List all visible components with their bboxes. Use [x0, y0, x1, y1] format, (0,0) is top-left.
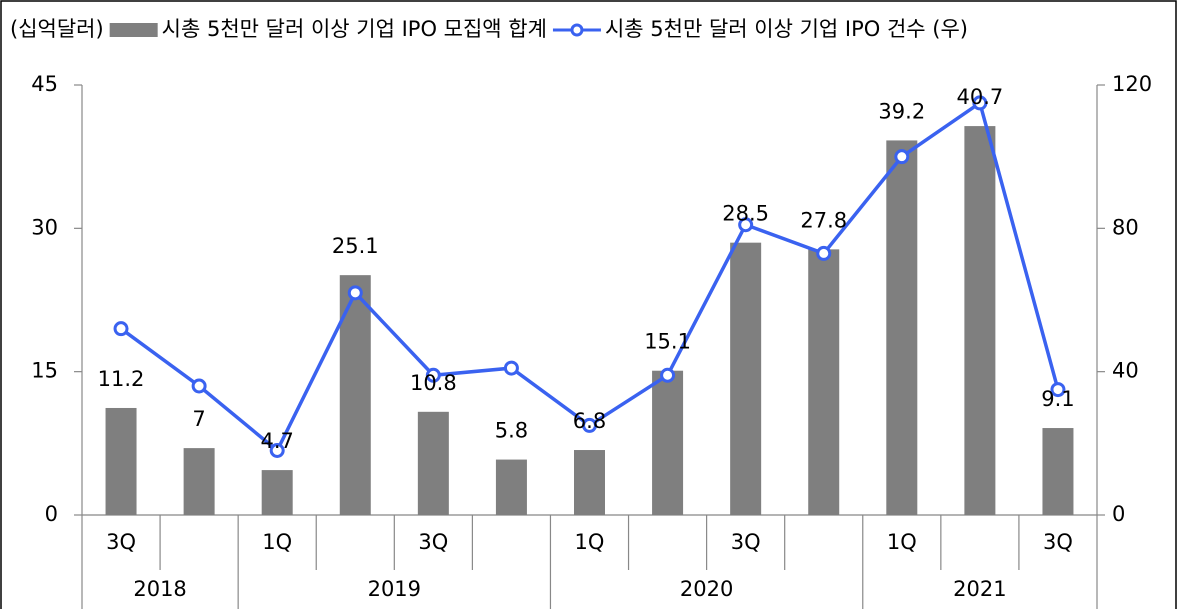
data-label: 6.8: [573, 409, 606, 433]
y2-tick-label: 120: [1112, 72, 1152, 96]
x-tick-label: 1Q: [887, 530, 917, 554]
line-marker: [1050, 382, 1066, 398]
line-marker: [816, 245, 832, 261]
bar: [417, 411, 449, 515]
y-tick-label: 0: [45, 502, 58, 526]
data-label: 9.1: [1041, 387, 1074, 411]
data-label: 27.8: [800, 208, 847, 232]
x-tick-label: 3Q: [731, 530, 761, 554]
y-tick-label: 45: [31, 72, 58, 96]
data-label: 4.7: [260, 429, 293, 453]
bar: [808, 249, 840, 515]
bar: [652, 370, 684, 515]
line-marker: [582, 417, 597, 433]
x-group-label: 2020: [680, 577, 733, 601]
line-marker: [738, 217, 754, 233]
bar: [574, 450, 605, 515]
legend-label: 시총 5천만 달러 이상 기업 IPO 건수 (우): [605, 17, 968, 41]
legend-label: 시총 5천만 달러 이상 기업 IPO 모집액 합계: [162, 17, 547, 41]
legend-swatch: [570, 23, 584, 37]
data-label: 25.1: [332, 234, 379, 258]
data-label: 39.2: [878, 99, 925, 123]
bar: [261, 470, 293, 515]
x-tick-label: 3Q: [1043, 530, 1073, 554]
x-group-label: 2019: [368, 577, 421, 601]
x-tick-label: 1Q: [262, 530, 292, 554]
data-label: 7: [192, 407, 205, 431]
bar: [183, 448, 215, 515]
line-marker: [894, 149, 910, 165]
y2-tick-label: 40: [1112, 359, 1139, 383]
data-label: 5.8: [495, 419, 528, 443]
data-label: 40.7: [957, 85, 1004, 109]
bar: [495, 459, 527, 515]
line-marker: [660, 367, 676, 383]
data-label: 28.5: [722, 202, 769, 226]
line-marker: [503, 360, 519, 376]
data-label: 11.2: [98, 367, 145, 391]
line-marker: [972, 95, 988, 111]
line-marker: [347, 285, 363, 301]
line-marker: [269, 443, 285, 458]
bar: [886, 140, 918, 515]
line: [120, 100, 1060, 454]
y2-tick-label: 80: [1112, 215, 1139, 239]
bar: [730, 242, 762, 515]
y2-tick-label: 0: [1112, 502, 1125, 526]
line-marker: [425, 367, 441, 383]
legend-swatch: [109, 23, 158, 37]
bar: [1042, 428, 1074, 515]
y-tick-label: 15: [31, 359, 58, 383]
data-label: 15.1: [644, 330, 691, 354]
bar: [964, 126, 996, 515]
data-label: 10.8: [410, 371, 457, 395]
line-marker: [191, 378, 207, 394]
x-tick-label: 3Q: [106, 530, 136, 554]
x-tick-label: 3Q: [418, 530, 448, 554]
x-tick-label: 1Q: [575, 530, 605, 554]
x-group-label: 2018: [133, 577, 186, 601]
line-marker: [113, 321, 129, 337]
bar: [105, 407, 137, 515]
x-group-label: 2021: [953, 577, 1006, 601]
y-tick-label: 30: [31, 215, 58, 239]
y-axis-unit: (십억달러): [10, 17, 104, 41]
